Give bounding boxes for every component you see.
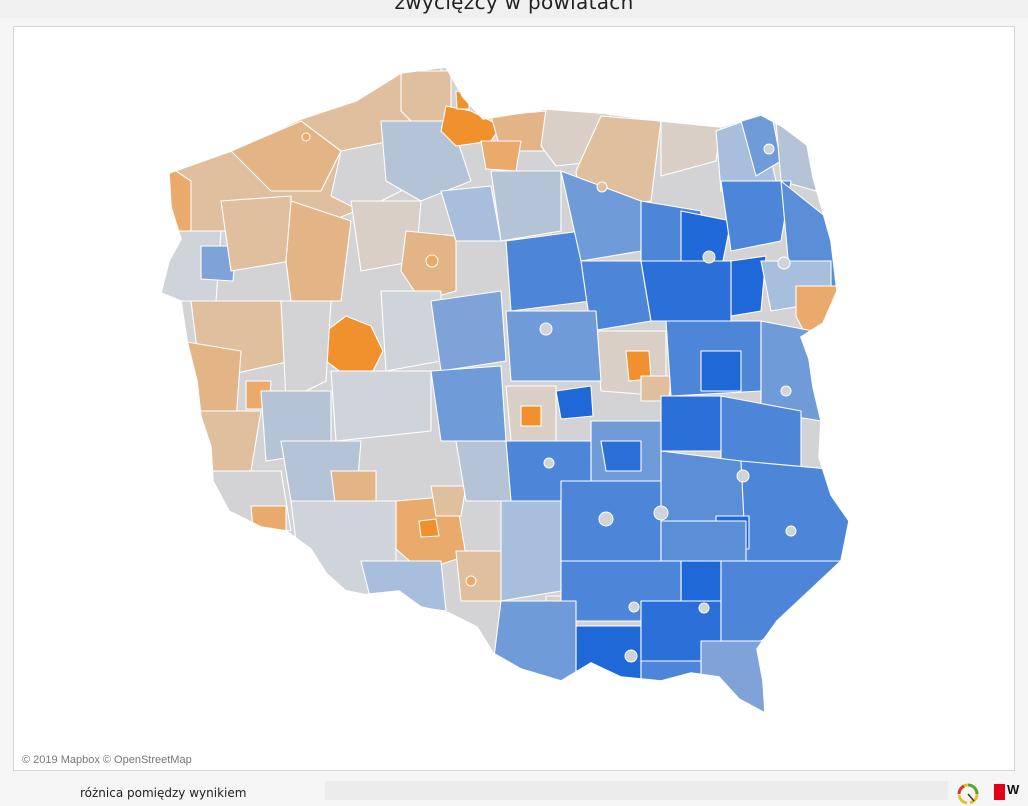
county-region[interactable] <box>680 560 722 602</box>
map-panel[interactable]: © 2019 Mapbox © OpenStreetMap <box>13 26 1015 771</box>
city-enclave[interactable] <box>543 457 555 469</box>
county-region[interactable] <box>200 245 237 282</box>
county-region[interactable] <box>700 640 772 721</box>
legend-bar <box>325 781 948 800</box>
county-region[interactable] <box>490 170 562 242</box>
brand-red-block <box>994 784 1005 800</box>
county-region[interactable] <box>220 195 292 272</box>
city-enclave[interactable] <box>465 575 477 587</box>
county-region[interactable] <box>730 255 767 317</box>
county-region[interactable] <box>700 350 742 392</box>
county-region[interactable] <box>195 410 262 472</box>
poland-border <box>160 66 850 715</box>
county-region-lodz[interactable] <box>520 405 542 427</box>
city-enclave[interactable] <box>425 254 439 268</box>
county-region[interactable] <box>740 460 851 562</box>
city-enclave[interactable] <box>736 469 750 483</box>
city-enclave[interactable] <box>598 511 614 527</box>
county-region[interactable] <box>480 140 522 172</box>
brand-letter: W <box>1007 782 1020 797</box>
county-region[interactable] <box>490 600 577 692</box>
city-enclave[interactable] <box>628 601 640 613</box>
county-region[interactable] <box>418 518 440 538</box>
county-region[interactable] <box>430 365 507 442</box>
county-region[interactable] <box>720 560 851 642</box>
county-region[interactable] <box>660 450 747 522</box>
county-region[interactable] <box>330 370 432 442</box>
city-enclave[interactable] <box>596 181 608 193</box>
county-region[interactable] <box>360 560 447 612</box>
city-enclave[interactable] <box>785 525 797 537</box>
county-region-poznan[interactable] <box>325 315 384 377</box>
city-enclave[interactable] <box>653 505 669 521</box>
city-enclave[interactable] <box>698 602 710 614</box>
city-enclave[interactable] <box>301 132 311 142</box>
county-region[interactable] <box>555 385 594 420</box>
legend-label: różnica pomiędzy wynikiem <box>80 786 247 800</box>
city-enclave[interactable] <box>624 649 638 663</box>
county-region[interactable] <box>455 550 502 602</box>
county-region-gdansk[interactable] <box>440 105 502 147</box>
county-region[interactable] <box>640 260 732 322</box>
county-region[interactable] <box>280 300 332 402</box>
county-region[interactable] <box>455 90 470 110</box>
city-enclave[interactable] <box>780 385 792 397</box>
city-enclave[interactable] <box>539 322 553 336</box>
brand-logo: W <box>994 782 1028 800</box>
county-region[interactable] <box>430 290 507 372</box>
county-region[interactable] <box>505 310 602 382</box>
city-enclave[interactable] <box>702 250 716 264</box>
title-bar: zwycięzcy w powiatach <box>0 0 1028 18</box>
county-regions[interactable] <box>151 61 851 721</box>
gauge-logo-icon <box>957 783 979 805</box>
county-region[interactable] <box>660 395 722 452</box>
page-title: zwycięzcy w powiatach <box>394 0 634 14</box>
county-region[interactable] <box>430 485 467 517</box>
city-enclave[interactable] <box>763 143 775 155</box>
county-region[interactable] <box>720 180 792 252</box>
county-region[interactable] <box>600 440 642 472</box>
city-enclave[interactable] <box>777 256 791 270</box>
county-region[interactable] <box>500 500 562 602</box>
county-region[interactable] <box>250 505 287 532</box>
county-region[interactable] <box>230 120 342 192</box>
map-attribution[interactable]: © 2019 Mapbox © OpenStreetMap <box>22 754 192 766</box>
county-region[interactable] <box>640 660 702 692</box>
